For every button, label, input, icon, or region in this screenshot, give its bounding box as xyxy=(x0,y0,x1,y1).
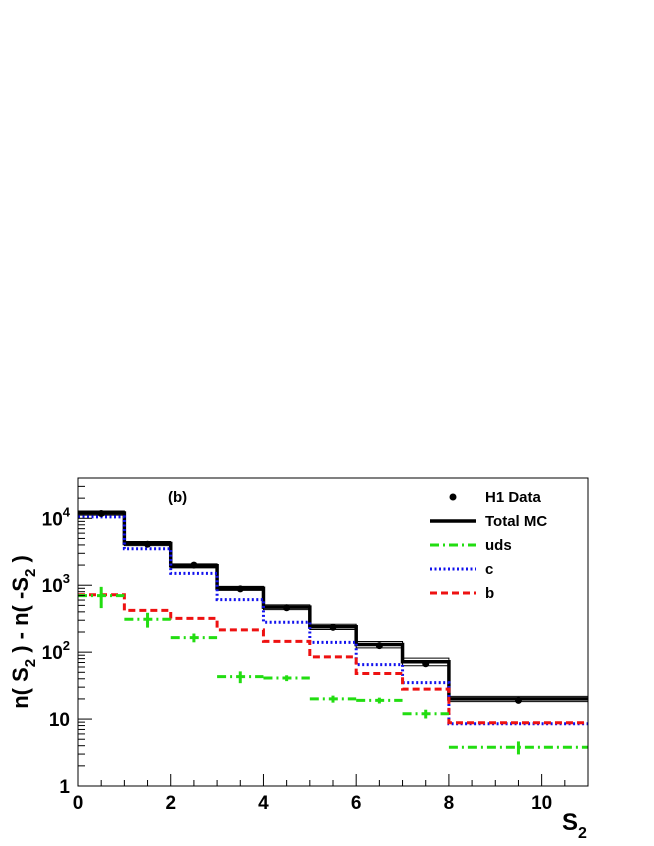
y-tick-label-exponent: 3 xyxy=(63,571,70,586)
x-tick-label: 6 xyxy=(351,793,362,814)
data-point xyxy=(283,604,291,612)
x-tick-label: 4 xyxy=(258,793,269,814)
legend-item-c: c xyxy=(430,561,493,578)
legend-item-b: b xyxy=(430,585,494,602)
data-point xyxy=(514,696,522,704)
legend-swatch-h1-data xyxy=(449,493,457,501)
data-point xyxy=(329,623,337,631)
x-axis-title-main: S xyxy=(562,809,578,836)
legend-item-h1-data: H1 Data xyxy=(449,489,542,506)
uds-bin-marker xyxy=(263,675,310,682)
uds-bin-marker xyxy=(78,586,125,609)
y-tick-label-exponent: 2 xyxy=(63,638,70,653)
y-tick-label: 102 xyxy=(42,638,70,664)
data-point xyxy=(190,561,198,569)
x-tick-label: 0 xyxy=(73,793,84,814)
y-tick-label-base: 1 xyxy=(59,777,70,798)
y-axis-title-sub-1: 2 xyxy=(22,659,39,667)
x-axis-title: S2 xyxy=(562,809,587,842)
y-axis-title-part-3: ) xyxy=(8,555,33,568)
histogram-layer xyxy=(78,509,588,755)
legend-item-total-mc: Total MC xyxy=(430,513,547,530)
data-point xyxy=(236,585,244,593)
y-tick-label: 10 xyxy=(49,710,70,731)
y-tick-label: 103 xyxy=(42,571,70,597)
x-tick-label: 10 xyxy=(531,793,552,814)
panel-label: (b) xyxy=(168,489,187,506)
series-line-b xyxy=(78,593,588,725)
data-point xyxy=(144,540,152,548)
y-axis-title-part-2: ) - n( -S xyxy=(8,577,33,659)
legend-label-h1-data: H1 Data xyxy=(485,489,542,506)
legend-label-total-mc: Total MC xyxy=(485,513,547,530)
uds-bin-marker xyxy=(170,633,218,643)
y-axis-title-part-1: n( S xyxy=(8,667,33,709)
uds-bin-marker xyxy=(217,671,264,684)
uds-bin-marker xyxy=(124,612,171,628)
y-tick-label-base: 10 xyxy=(49,710,70,731)
y-tick-label: 104 xyxy=(42,504,71,530)
data-point xyxy=(375,642,383,650)
x-axis-title-sub: 2 xyxy=(578,825,587,842)
uds-bin-marker xyxy=(448,741,588,755)
legend-label-b: b xyxy=(485,585,494,602)
y-axis-title-sub-2: 2 xyxy=(22,569,39,577)
legend-label-c: c xyxy=(485,561,493,578)
y-tick-label-base: 10 xyxy=(42,509,63,530)
data-point xyxy=(422,660,430,668)
data-point xyxy=(97,509,105,517)
uds-bin-marker xyxy=(309,695,357,703)
y-axis-title-group: n( S2 ) - n( -S2 ) xyxy=(8,555,39,709)
y-tick-label: 1 xyxy=(59,777,70,798)
x-tick-label: 8 xyxy=(444,793,455,814)
x-tick-label: 2 xyxy=(165,793,176,814)
legend-label-uds: uds xyxy=(485,537,512,554)
y-tick-label-exponent: 4 xyxy=(63,504,71,519)
y-tick-label-base: 10 xyxy=(42,643,63,664)
y-tick-label-base: 10 xyxy=(42,576,63,597)
legend: H1 Data Total MC uds cb xyxy=(430,489,547,602)
uds-bin-marker xyxy=(356,697,403,704)
legend-item-uds: uds xyxy=(430,537,512,554)
uds-bin-marker xyxy=(402,709,449,719)
y-axis-title: n( S2 ) - n( -S2 ) xyxy=(8,555,39,709)
